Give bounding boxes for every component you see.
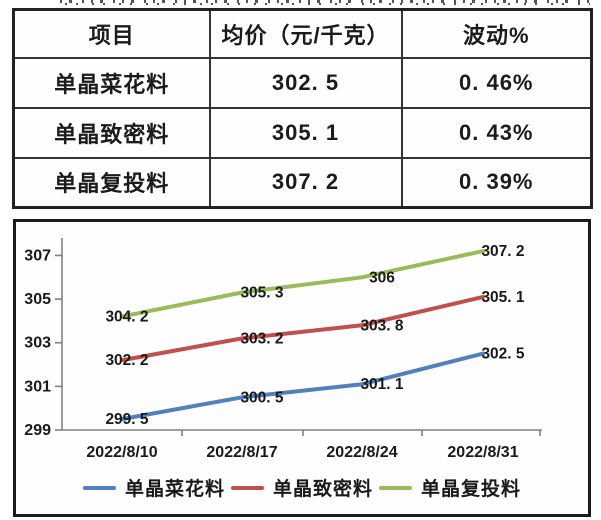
legend-line-swatch-green bbox=[379, 485, 412, 490]
price-table: 项目 均价（元/千克） 波动% 单晶菜花料 302. 5 0. 46% 单晶致密… bbox=[12, 8, 593, 209]
cell-avg-price: 302. 5 bbox=[208, 56, 403, 109]
cell-fluctuation: 0. 43% bbox=[400, 106, 593, 159]
table-row: 单晶菜花料 302. 5 0. 46% bbox=[12, 56, 593, 109]
header-avg-price: 均价（元/千克） bbox=[208, 8, 403, 59]
data-point-label: 301. 1 bbox=[360, 376, 403, 393]
line-chart-canvas: 299 301 303 305 307 2022/8/10 2022/8/17 2022/8/… bbox=[24, 238, 542, 461]
cell-avg-price: 307. 2 bbox=[208, 156, 403, 209]
legend-line-swatch-blue bbox=[82, 485, 116, 490]
data-point-label: 302. 5 bbox=[481, 346, 524, 363]
x-axis-label: 2022/8/17 bbox=[206, 444, 277, 461]
data-point-label: 302. 2 bbox=[105, 352, 148, 369]
data-point-label: 300. 5 bbox=[240, 389, 283, 406]
x-axis-label: 2022/8/31 bbox=[447, 444, 518, 461]
data-point-label: 304. 2 bbox=[105, 309, 148, 326]
legend-item: 单晶菜花料 bbox=[82, 474, 225, 501]
y-tick-label: 303 bbox=[24, 335, 51, 352]
cell-item: 单晶复投料 bbox=[12, 156, 211, 209]
header-fluctuation: 波动% bbox=[400, 8, 593, 59]
cell-avg-price: 305. 1 bbox=[208, 106, 403, 159]
data-point-label: 307. 2 bbox=[481, 243, 524, 260]
series-line bbox=[120, 351, 485, 422]
data-point-label: 303. 2 bbox=[240, 330, 283, 347]
price-trend-chart: 299 301 303 305 307 2022/8/10 2022/8/17 2022/8/… bbox=[13, 219, 591, 517]
data-point-label: 305. 1 bbox=[481, 289, 524, 306]
y-tick-label: 299 bbox=[24, 422, 51, 439]
data-point-label: 305. 3 bbox=[240, 285, 283, 302]
legend-label: 单晶致密料 bbox=[272, 479, 373, 500]
data-point-label: 303. 8 bbox=[360, 317, 403, 334]
x-axis-label: 2022/8/24 bbox=[326, 444, 397, 461]
y-tick-label: 305 bbox=[24, 291, 51, 308]
header-item: 项目 bbox=[12, 8, 211, 59]
table-header-row: 项目 均价（元/千克） 波动% bbox=[12, 8, 593, 59]
y-tick-label: 301 bbox=[24, 378, 51, 395]
cropped-title-fragments bbox=[60, 0, 590, 6]
cell-fluctuation: 0. 46% bbox=[400, 56, 593, 109]
series-line bbox=[120, 294, 485, 363]
legend-label: 单晶菜花料 bbox=[124, 479, 225, 500]
series-line bbox=[120, 249, 485, 319]
legend-label: 单晶复投料 bbox=[421, 479, 522, 500]
table-row: 单晶复投料 307. 2 0. 39% bbox=[12, 156, 593, 209]
legend-line-swatch-red bbox=[230, 485, 264, 490]
legend-item: 单晶致密料 bbox=[230, 474, 373, 501]
data-point-label: 306 bbox=[369, 269, 395, 286]
legend-item: 单晶复投料 bbox=[379, 474, 521, 501]
data-point-label: 299. 5 bbox=[105, 411, 148, 428]
table-row: 单晶致密料 305. 1 0. 43% bbox=[12, 106, 593, 159]
cell-fluctuation: 0. 39% bbox=[400, 156, 593, 209]
chart-legend: 单晶菜花料 单晶致密料 单晶复投料 bbox=[16, 474, 588, 501]
x-axis-label: 2022/8/10 bbox=[86, 444, 157, 461]
cell-item: 单晶菜花料 bbox=[12, 56, 211, 109]
cell-item: 单晶致密料 bbox=[12, 106, 211, 159]
y-tick-label: 307 bbox=[24, 247, 51, 264]
